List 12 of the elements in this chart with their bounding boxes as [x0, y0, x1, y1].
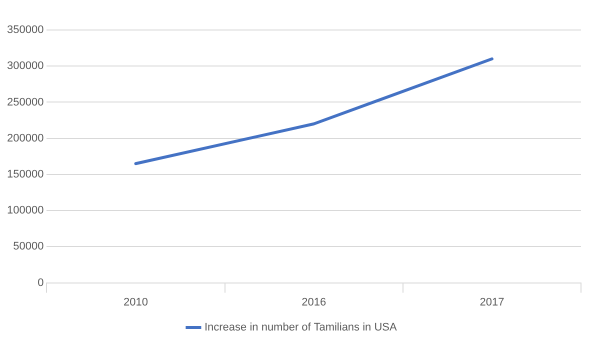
- y-tick-label: 0: [38, 276, 44, 289]
- y-tick-label: 200000: [6, 132, 44, 144]
- x-tick-label: 2010: [124, 296, 148, 308]
- y-tick-label: 300000: [6, 60, 44, 72]
- x-tick-label: 2016: [302, 296, 326, 308]
- y-tick-label: 150000: [6, 168, 44, 180]
- y-tick-label: 250000: [6, 96, 44, 108]
- y-tick-label: 50000: [13, 240, 44, 253]
- y-tick-label: 350000: [6, 24, 44, 36]
- legend-label: Increase in number of Tamilians in USA: [204, 322, 398, 334]
- y-tick-label: 100000: [6, 204, 44, 217]
- x-tick-label: 2017: [480, 296, 504, 308]
